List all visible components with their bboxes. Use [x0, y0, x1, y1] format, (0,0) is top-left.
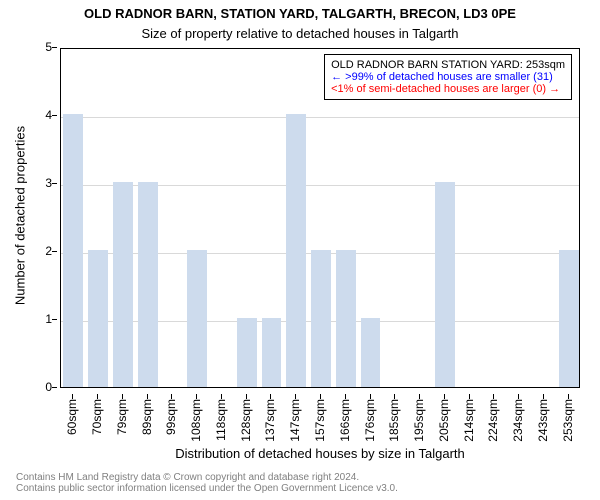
- x-tick: 99sqm: [164, 399, 178, 449]
- y-tick: 4: [32, 108, 52, 122]
- bar: [435, 182, 455, 387]
- legend-line-3: <1% of semi-detached houses are larger (…: [331, 83, 565, 95]
- x-tick: 176sqm: [363, 399, 377, 449]
- x-tick: 128sqm: [239, 399, 253, 449]
- chart-title: OLD RADNOR BARN, STATION YARD, TALGARTH,…: [0, 6, 600, 21]
- y-tick: 5: [32, 40, 52, 54]
- bar: [361, 318, 381, 387]
- x-tick: 205sqm: [437, 399, 451, 449]
- x-tick: 195sqm: [412, 399, 426, 449]
- y-tick: 0: [32, 380, 52, 394]
- x-tick: 224sqm: [486, 399, 500, 449]
- bar: [559, 250, 579, 387]
- legend-box: OLD RADNOR BARN STATION YARD: 253sqm ← >…: [324, 54, 572, 100]
- bar: [113, 182, 133, 387]
- chart-subtitle: Size of property relative to detached ho…: [0, 26, 600, 41]
- bar: [262, 318, 282, 387]
- x-tick: 60sqm: [65, 399, 79, 449]
- y-tick: 2: [32, 244, 52, 258]
- footer-line-2: Contains public sector information licen…: [16, 483, 398, 494]
- footer-line-1: Contains HM Land Registry data © Crown c…: [16, 472, 398, 483]
- y-axis-label: Number of detached properties: [13, 46, 28, 386]
- x-tick: 79sqm: [115, 399, 129, 449]
- y-tick: 3: [32, 176, 52, 190]
- x-tick: 214sqm: [462, 399, 476, 449]
- bar: [286, 114, 306, 387]
- x-tick: 185sqm: [387, 399, 401, 449]
- legend-line-2: ← >99% of detached houses are smaller (3…: [331, 71, 565, 83]
- bar: [63, 114, 83, 387]
- footer-text: Contains HM Land Registry data © Crown c…: [16, 472, 398, 494]
- y-tick: 1: [32, 312, 52, 326]
- x-tick: 118sqm: [214, 399, 228, 449]
- bar: [336, 250, 356, 387]
- x-tick: 157sqm: [313, 399, 327, 449]
- legend-line-1: OLD RADNOR BARN STATION YARD: 253sqm: [331, 59, 565, 71]
- bar: [88, 250, 108, 387]
- x-tick: 147sqm: [288, 399, 302, 449]
- x-tick: 137sqm: [263, 399, 277, 449]
- x-tick: 243sqm: [536, 399, 550, 449]
- x-tick: 89sqm: [140, 399, 154, 449]
- chart-container: OLD RADNOR BARN, STATION YARD, TALGARTH,…: [0, 0, 600, 500]
- bar: [311, 250, 331, 387]
- x-tick: 253sqm: [561, 399, 575, 449]
- x-tick: 234sqm: [511, 399, 525, 449]
- x-tick: 70sqm: [90, 399, 104, 449]
- x-tick: 166sqm: [338, 399, 352, 449]
- bar: [187, 250, 207, 387]
- bar: [237, 318, 257, 387]
- x-tick: 108sqm: [189, 399, 203, 449]
- bar: [138, 182, 158, 387]
